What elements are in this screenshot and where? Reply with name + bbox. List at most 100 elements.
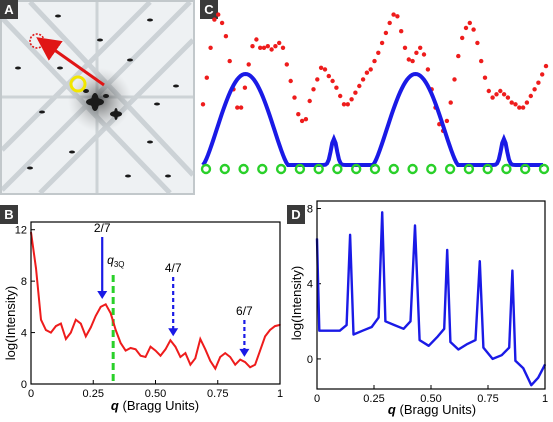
green-ring <box>369 163 381 175</box>
data-point <box>514 360 517 362</box>
panel-b-xlabel: q (Bragg Units) <box>111 398 199 413</box>
data-point <box>370 326 373 328</box>
data-point <box>339 329 341 332</box>
green-ring <box>313 163 324 175</box>
panel-d-ylabel: log(Intensity) <box>289 266 304 340</box>
data-point <box>119 342 122 344</box>
panel-d-ticks: 0 0.25 0.50 0.75 1 0 4 8 <box>307 204 548 405</box>
red-dot <box>501 92 507 97</box>
data-point <box>491 358 494 360</box>
red-dot <box>338 93 343 99</box>
red-dot <box>376 50 381 55</box>
data-point <box>60 322 62 325</box>
y-tick-label: 12 <box>15 225 27 237</box>
data-point <box>209 360 212 362</box>
red-dot <box>212 17 217 22</box>
red-dot <box>475 40 480 46</box>
panel-a-label-box <box>0 0 18 19</box>
green-ring <box>482 163 493 175</box>
red-dot <box>395 14 400 19</box>
red-dot <box>402 45 408 50</box>
x-tick-label: 0.75 <box>207 388 228 400</box>
q3q-label: q3Q <box>107 253 124 269</box>
data-point <box>446 249 448 251</box>
red-dot <box>254 37 259 42</box>
red-dot <box>357 83 362 89</box>
data-point <box>104 303 107 306</box>
red-dot <box>520 105 526 110</box>
data-point <box>482 346 485 349</box>
data-point <box>522 367 525 370</box>
red-dot <box>284 62 289 67</box>
data-point <box>204 348 207 351</box>
data-point <box>50 331 52 334</box>
red-dot <box>330 78 335 84</box>
red-dot <box>246 62 251 67</box>
x-tick-label: 0.50 <box>420 393 441 405</box>
red-dot <box>250 44 255 49</box>
green-ring <box>351 163 362 175</box>
x-tick-label: 1 <box>277 388 283 400</box>
data-point <box>94 315 97 317</box>
red-dot <box>540 72 545 77</box>
data-point <box>414 224 416 227</box>
data-point <box>244 361 246 363</box>
panel-c-label-box <box>200 0 218 19</box>
red-dot <box>307 98 312 104</box>
q3q-label-q: q <box>107 253 114 267</box>
red-dot <box>315 77 320 82</box>
red-dot <box>410 58 415 64</box>
red-dot <box>425 67 431 72</box>
data-point <box>149 345 152 348</box>
red-dot <box>460 35 465 41</box>
data-point <box>229 356 231 358</box>
annotation-label: 2/7 <box>94 221 111 235</box>
panel-b-ylabel: log(Intensity) <box>3 286 18 360</box>
panel-a-dashed-circle <box>29 33 45 49</box>
green-ring <box>294 163 306 175</box>
data-point <box>449 341 452 343</box>
data-point <box>184 352 187 354</box>
data-point <box>402 328 405 330</box>
panel-d-xlabel-q: q <box>388 402 396 417</box>
red-dot <box>311 87 316 92</box>
red-dot <box>536 80 541 85</box>
red-dot <box>379 40 385 46</box>
red-dot <box>490 95 495 100</box>
panel-b-q3q-marker: q3Q <box>107 253 125 384</box>
green-ring <box>275 163 287 175</box>
data-point <box>55 325 57 327</box>
panel-c-green-rings <box>200 163 550 175</box>
red-dot <box>292 95 297 100</box>
data-point <box>352 333 355 336</box>
red-dot <box>265 44 270 49</box>
data-point <box>384 320 387 323</box>
red-dot <box>399 29 404 34</box>
red-dot <box>238 105 244 110</box>
green-ring <box>463 163 475 175</box>
data-point <box>500 354 503 356</box>
panel-b-annotations: 2/7 4/7 6/7 <box>94 221 253 357</box>
red-dot <box>418 45 423 50</box>
red-dot <box>258 45 263 50</box>
red-dot <box>364 70 370 75</box>
data-point <box>124 349 127 352</box>
data-point <box>169 339 172 342</box>
green-ring <box>332 163 343 175</box>
data-point <box>159 354 162 357</box>
panel-c-red-dots <box>200 12 549 133</box>
data-point <box>179 356 182 358</box>
red-dot <box>269 47 274 52</box>
data-point <box>129 347 132 349</box>
data-point <box>199 338 202 340</box>
panel-b-plot-frame <box>30 221 281 385</box>
data-point <box>134 348 137 351</box>
y-tick-label: 4 <box>307 279 313 291</box>
red-dot <box>345 102 350 107</box>
green-ring <box>219 163 231 175</box>
green-ring <box>444 163 456 175</box>
red-dot <box>341 102 347 107</box>
red-dot <box>406 57 411 62</box>
data-point <box>269 329 271 331</box>
